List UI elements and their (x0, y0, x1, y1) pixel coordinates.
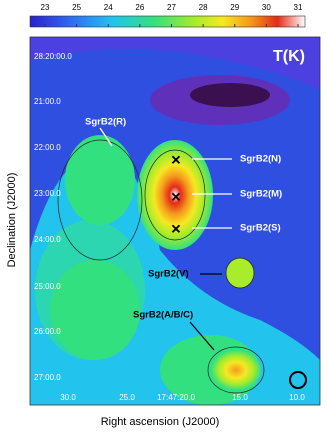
x-tick-label: 15.0 (232, 393, 248, 402)
x-tick-label: 25.0 (119, 393, 135, 402)
colorbar (29, 15, 306, 28)
x-tick-label: 30.0 (60, 393, 76, 402)
y-tick-label: 26:00.0 (34, 327, 61, 336)
colorbar-tick-label: 26 (135, 3, 144, 12)
annotation: SgrB2(N) (240, 154, 281, 165)
x-axis-title: Right ascension (J2000) (101, 416, 220, 428)
svg-text:✕: ✕ (171, 221, 182, 236)
colorbar-tick-label: 24 (104, 3, 113, 12)
map: ✕ ✕ ✕ (30, 37, 320, 405)
colorbar-tick-label: 28 (199, 3, 208, 12)
y-tick-label: 27:00.0 (34, 373, 61, 382)
colorbar-tick-label: 27 (167, 3, 176, 12)
y-tick-label: 21:00.0 (34, 97, 61, 106)
x-tick-label: 17:47:20.0 (157, 393, 195, 402)
y-axis-title: Declination (J2000) (6, 173, 18, 268)
x-tick-label: 10.0 (289, 393, 305, 402)
y-tick-label: 28:20:00.0 (34, 52, 72, 61)
colorbar-tick-label: 23 (41, 3, 50, 12)
annotation: SgrB2(R) (85, 117, 126, 128)
annotation: SgrB2(A/B/C) (133, 310, 193, 321)
annotation: SgrB2(S) (240, 223, 281, 234)
colorbar-tick-label: 31 (294, 3, 303, 12)
y-tick-label: 25:00.0 (34, 282, 61, 291)
y-tick-label: 22:00.0 (34, 143, 61, 152)
colorbar-bar (29, 15, 306, 28)
colorbar-tick-label: 29 (230, 3, 239, 12)
annotation: SgrB2(V) (148, 269, 189, 280)
svg-text:✕: ✕ (171, 152, 182, 167)
svg-text:✕: ✕ (171, 189, 182, 204)
y-tick-label: 24:00.0 (34, 235, 61, 244)
title: T(K) (273, 48, 305, 65)
colorbar-tick-label: 30 (262, 3, 271, 12)
colorbar-tick-label: 25 (72, 3, 81, 12)
annotation: SgrB2(M) (240, 189, 282, 200)
y-tick-label: 23:00.0 (34, 189, 61, 198)
